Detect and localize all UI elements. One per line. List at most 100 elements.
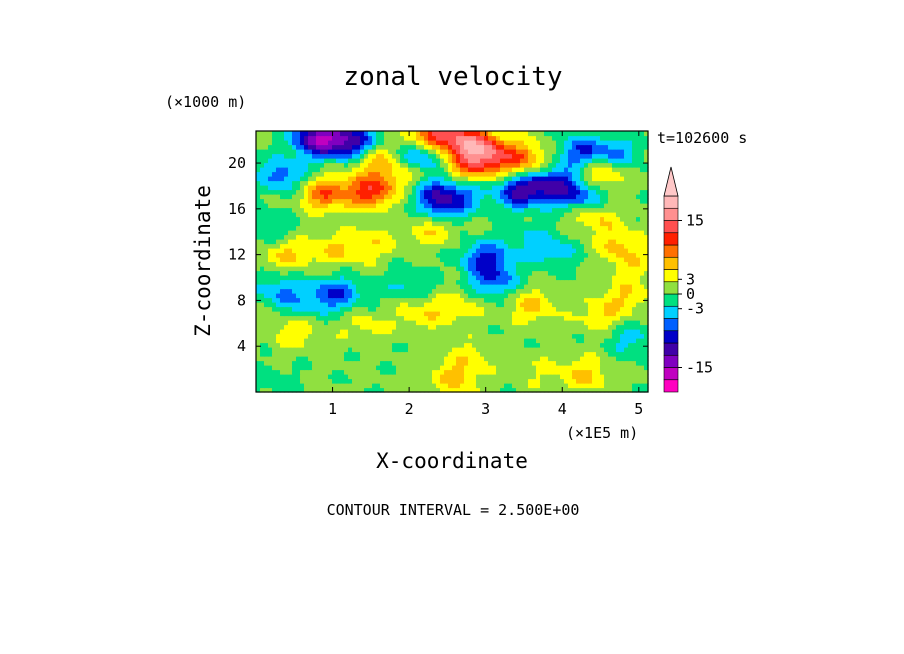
contour-cell [412, 167, 417, 173]
contour-cell [312, 360, 317, 366]
contour-cell [320, 329, 325, 335]
contour-cell [564, 180, 569, 186]
contour-cell [396, 387, 401, 393]
contour-cell [552, 230, 557, 236]
contour-cell [344, 306, 349, 312]
contour-cell [544, 194, 549, 200]
contour-cell [616, 230, 621, 236]
contour-cell [628, 351, 633, 357]
contour-cell [488, 189, 493, 195]
contour-cell [632, 225, 637, 231]
contour-cell [300, 324, 305, 330]
contour-cell [580, 225, 585, 231]
contour-cell [604, 315, 609, 321]
contour-cell [316, 324, 321, 330]
contour-cell [288, 311, 293, 317]
contour-cell [508, 189, 513, 195]
contour-cell [428, 374, 433, 380]
contour-cell [328, 216, 333, 222]
contour-cell [548, 270, 553, 276]
contour-cell [512, 252, 517, 258]
contour-cell [328, 167, 333, 173]
contour-cell [356, 306, 361, 312]
contour-cell [308, 248, 313, 254]
contour-cell [304, 320, 309, 326]
contour-cell [560, 239, 565, 245]
contour-cell [572, 275, 577, 281]
contour-cell [440, 270, 445, 276]
contour-cell [452, 275, 457, 281]
contour-cell [548, 243, 553, 249]
contour-cell [384, 257, 389, 263]
contour-cell [548, 252, 553, 258]
contour-cell [636, 374, 641, 380]
contour-cell [364, 207, 369, 213]
contour-cell [332, 252, 337, 258]
contour-cell [612, 216, 617, 222]
contour-cell [560, 203, 565, 209]
contour-cell [364, 351, 369, 357]
contour-cell [260, 225, 265, 231]
contour-cell [388, 234, 393, 240]
contour-cell [528, 374, 533, 380]
contour-cell [556, 221, 561, 227]
contour-cell [632, 279, 637, 285]
contour-cell [284, 234, 289, 240]
contour-cell [328, 338, 333, 344]
contour-cell [308, 369, 313, 375]
contour-cell [556, 351, 561, 357]
contour-cell [356, 266, 361, 272]
contour-cell [556, 230, 561, 236]
contour-cell [344, 320, 349, 326]
contour-cell [544, 266, 549, 272]
contour-cell [400, 275, 405, 281]
contour-cell [396, 297, 401, 303]
contour-cell [324, 185, 329, 191]
contour-cell [468, 351, 473, 357]
contour-cell [464, 293, 469, 299]
contour-cell [556, 369, 561, 375]
contour-cell [332, 383, 337, 389]
contour-cell [344, 221, 349, 227]
contour-cell [424, 342, 429, 348]
contour-cell [268, 279, 273, 285]
contour-cell [396, 248, 401, 254]
contour-cell [420, 243, 425, 249]
contour-cell [588, 216, 593, 222]
contour-cell [280, 306, 285, 312]
contour-cell [304, 293, 309, 299]
contour-cell [408, 333, 413, 339]
contour-cell [472, 365, 477, 371]
contour-cell [528, 180, 533, 186]
contour-cell [616, 369, 621, 375]
contour-cell [616, 333, 621, 339]
contour-cell [360, 378, 365, 384]
contour-cell [308, 365, 313, 371]
contour-cell [628, 342, 633, 348]
contour-cell [492, 378, 497, 384]
contour-cell [576, 243, 581, 249]
contour-cell [556, 387, 561, 393]
contour-cell [308, 185, 313, 191]
contour-cell [532, 207, 537, 213]
contour-cell [288, 171, 293, 177]
contour-cell [636, 338, 641, 344]
contour-cell [296, 360, 301, 366]
contour-cell [320, 347, 325, 353]
contour-cell [612, 234, 617, 240]
contour-cell [368, 194, 373, 200]
contour-cell [604, 356, 609, 362]
contour-cell [488, 342, 493, 348]
contour-cell [624, 378, 629, 384]
contour-cell [308, 338, 313, 344]
contour-cell [576, 239, 581, 245]
contour-cell [260, 338, 265, 344]
contour-cell [568, 266, 573, 272]
contour-cell [628, 230, 633, 236]
contour-cell [560, 270, 565, 276]
contour-cell [376, 230, 381, 236]
contour-cell [556, 311, 561, 317]
contour-cell [532, 351, 537, 357]
contour-cell [280, 185, 285, 191]
contour-cell [500, 302, 505, 308]
